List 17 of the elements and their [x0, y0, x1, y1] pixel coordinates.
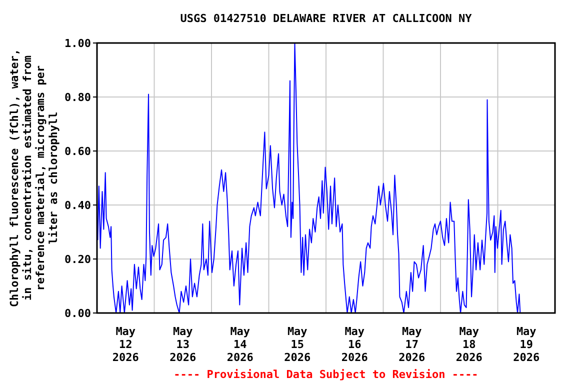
x-tick-label: May 15 2026	[284, 325, 311, 364]
x-tick-label: May 14 2026	[226, 325, 254, 364]
x-tick-label: May 13 2026	[170, 325, 196, 364]
chart-title: USGS 01427510 DELAWARE RIVER AT CALLICOON NY	[179, 12, 473, 25]
y-tick-label: 0.60	[64, 144, 91, 158]
x-tick-label: May 17 2026	[398, 325, 426, 364]
x-tick-label: May 12 2026	[112, 325, 140, 364]
y-tick-label: 1.00	[64, 36, 91, 50]
x-tick-label: May 19 2026	[513, 325, 540, 364]
y-tick-label: 0.20	[64, 252, 91, 266]
text: ---- Provisional Data Subject to Revision ----	[172, 368, 480, 381]
x-tick-label: May 16 2026	[341, 325, 368, 364]
y-tick-label: 0.40	[64, 198, 91, 212]
y-tick-label: 0.00	[64, 306, 91, 320]
y-tick-label: 0.80	[64, 90, 91, 104]
y-axis-title: Chlorophyll fluorescence (fChl), water, in situ, concentration estimated from reference material, micrograms per liter as chlorophyll	[8, 48, 60, 308]
x-tick-label: May 18 2026	[456, 325, 483, 364]
